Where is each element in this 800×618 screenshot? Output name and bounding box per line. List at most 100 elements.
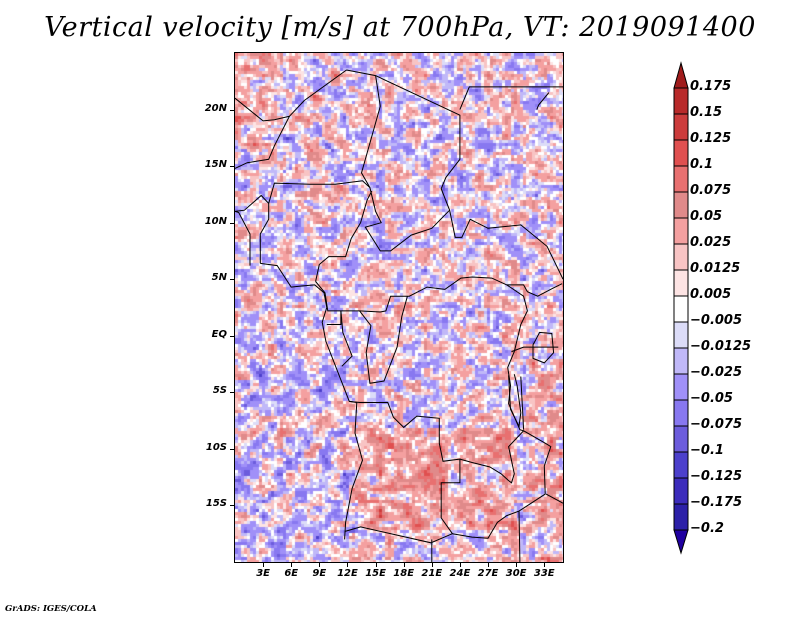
- x-tick: [263, 563, 265, 567]
- boundary-line: [235, 210, 251, 266]
- boundary-line: [508, 374, 522, 428]
- boundary-line: [268, 180, 371, 204]
- colorbar-box: [673, 269, 689, 297]
- x-tick: [516, 563, 518, 567]
- x-tick: [403, 563, 405, 567]
- x-tick-label: 30E: [505, 568, 527, 579]
- colorbar-box: [673, 113, 689, 141]
- x-tick: [375, 563, 377, 567]
- x-tick-label: 15E: [365, 568, 386, 579]
- boundary-line: [452, 430, 552, 539]
- colorbar-lower-arrow: [673, 529, 689, 555]
- x-tick: [347, 563, 349, 567]
- boundary-line: [346, 69, 563, 280]
- colorbar-box: [673, 503, 689, 531]
- colorbar-level-label: 0.1: [690, 157, 714, 172]
- grads-credit: GrADS: IGES/COLA: [5, 604, 97, 614]
- x-tick: [291, 563, 293, 567]
- vertical-velocity-shading: [235, 53, 563, 562]
- country-boundaries: [235, 69, 563, 562]
- x-tick-label: 24E: [449, 568, 471, 579]
- colorbar-box: [673, 87, 689, 115]
- colorbar-upper-arrow: [673, 61, 689, 89]
- colorbar-level-label: −0.025: [690, 365, 743, 380]
- colorbar-box: [673, 373, 689, 401]
- boundary-line: [340, 310, 353, 367]
- x-tick-label: 18E: [393, 568, 415, 579]
- colorbar-level-label: 0.175: [690, 79, 732, 94]
- boundary-line: [235, 116, 290, 169]
- boundary-line: [511, 346, 559, 353]
- boundary-line: [506, 283, 563, 297]
- colorbar-box: [673, 191, 689, 219]
- x-tick-label: 3E: [256, 568, 270, 579]
- x-tick: [319, 563, 321, 567]
- colorbar-box: [673, 451, 689, 479]
- boundary-line: [536, 92, 550, 110]
- colorbar-box: [673, 477, 689, 505]
- boundary-line: [359, 296, 408, 384]
- colorbar-level-label: −0.005: [690, 313, 743, 328]
- x-tick-label: 9E: [312, 568, 327, 579]
- colorbar-level-label: 0.0125: [690, 261, 741, 276]
- y-tick: [230, 109, 234, 111]
- y-tick-label: 15N: [204, 159, 227, 171]
- y-tick-label: 5N: [211, 272, 227, 284]
- colorbar-box: [673, 139, 689, 167]
- boundary-line: [545, 493, 563, 504]
- colorbar-level-label: 0.075: [690, 183, 732, 198]
- y-tick-label: 10N: [204, 215, 227, 227]
- y-tick: [230, 392, 234, 394]
- colorbar-box: [673, 165, 689, 193]
- colorbar-level-label: 0.025: [690, 235, 732, 250]
- y-tick-label: 20N: [204, 102, 227, 114]
- colorbar-level-label: −0.2: [690, 521, 724, 536]
- y-tick-label: 10S: [205, 441, 227, 453]
- colorbar-box: [673, 321, 689, 349]
- boundary-line: [459, 86, 563, 110]
- colorbar-level-label: 0.125: [690, 131, 732, 146]
- boundary-line: [520, 376, 525, 430]
- x-tick: [544, 563, 546, 567]
- colorbar-box: [673, 243, 689, 271]
- boundary-line: [260, 262, 364, 540]
- colorbar-level-label: −0.0125: [690, 339, 752, 354]
- boundary-line: [235, 194, 270, 264]
- y-tick: [230, 335, 234, 337]
- colorbar-box: [673, 295, 689, 323]
- boundary-line: [235, 69, 347, 122]
- colorbar-level-label: −0.075: [690, 417, 743, 432]
- boundary-line: [344, 400, 461, 544]
- boundary-line: [315, 276, 528, 432]
- colorbar-level-label: −0.175: [690, 495, 743, 510]
- colorbar-box: [673, 425, 689, 453]
- colorbar-level-label: 0.005: [690, 287, 732, 302]
- y-tick: [230, 448, 234, 450]
- colorbar-level-label: −0.1: [690, 443, 724, 458]
- y-tick: [230, 279, 234, 281]
- y-tick: [230, 222, 234, 224]
- colorbar-level-label: −0.125: [690, 469, 743, 484]
- y-tick-label: 5S: [212, 385, 227, 397]
- boundary-line: [315, 190, 373, 282]
- y-tick: [230, 505, 234, 507]
- x-tick-label: 33E: [533, 568, 555, 579]
- colorbar-box: [673, 217, 689, 245]
- x-tick: [488, 563, 490, 567]
- colorbar-level-label: 0.05: [690, 209, 723, 224]
- boundary-line: [518, 511, 521, 562]
- map-plot-area: [235, 53, 563, 562]
- x-tick: [459, 563, 461, 567]
- x-tick-label: 12E: [337, 568, 358, 579]
- colorbar-level-label: −0.05: [690, 391, 733, 406]
- x-tick: [431, 563, 433, 567]
- x-tick-label: 27E: [477, 568, 499, 579]
- y-tick-label: 15S: [205, 498, 227, 510]
- y-tick: [230, 166, 234, 168]
- x-tick-label: 6E: [284, 568, 299, 579]
- y-tick-label: EQ: [211, 328, 227, 340]
- colorbar-box: [673, 347, 689, 375]
- x-tick-label: 21E: [421, 568, 443, 579]
- colorbar-box: [673, 399, 689, 427]
